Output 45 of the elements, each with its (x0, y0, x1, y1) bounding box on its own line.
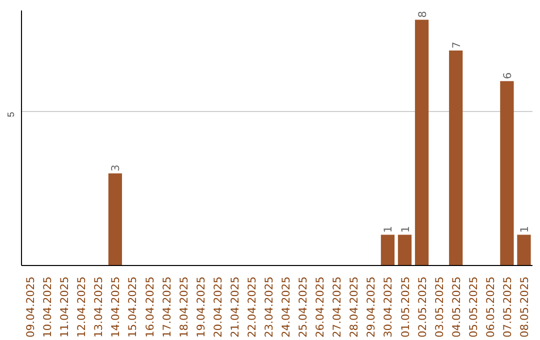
bar (414, 20, 429, 266)
data-label: 1 (398, 226, 412, 233)
x-tick-label: 13.04.2025 (92, 276, 106, 338)
x-tick-label: 16.04.2025 (143, 276, 156, 338)
x-tick-label: 12.04.2025 (75, 276, 88, 338)
x-tick-label: 27.04.2025 (330, 276, 344, 338)
x-tick-label: 26.04.2025 (314, 276, 327, 338)
bar (398, 234, 412, 266)
bar (380, 234, 395, 266)
x-tick-label: 25.04.2025 (296, 276, 310, 338)
x-tick-label: 14.04.2025 (109, 276, 122, 338)
data-label: 3 (109, 164, 122, 172)
x-tick-label: 04.05.2025 (450, 276, 463, 338)
x-tick-label: 09.04.2025 (24, 276, 38, 338)
x-tick-label: 22.04.2025 (245, 276, 258, 338)
bar (108, 173, 122, 266)
x-tick-label: 10.04.2025 (41, 276, 54, 338)
x-tick-label: 05.05.2025 (466, 276, 480, 338)
x-tick-label: 24.04.2025 (280, 276, 293, 338)
x-tick-label: 07.05.2025 (500, 276, 514, 338)
data-label: 7 (450, 42, 463, 48)
x-tick-label: 19.04.2025 (194, 276, 208, 338)
x-tick-label: 03.05.2025 (432, 276, 446, 338)
data-label: 1 (382, 226, 395, 233)
x-tick-label: 08.05.2025 (518, 276, 531, 338)
x-tick-label: 15.04.2025 (126, 276, 140, 338)
data-label: 8 (416, 10, 429, 18)
bar (449, 50, 463, 266)
x-tick-label: 02.05.2025 (416, 276, 429, 338)
x-tick-label: 17.04.2025 (160, 276, 174, 338)
bar (500, 81, 514, 266)
y-tick-label: 5 (6, 112, 16, 118)
x-tick-label: 20.04.2025 (211, 276, 224, 338)
data-label: 6 (500, 72, 514, 80)
data-label: 1 (518, 226, 531, 233)
bar (517, 234, 531, 266)
x-tick-label: 30.04.2025 (382, 276, 395, 338)
x-tick-label: 29.04.2025 (364, 276, 378, 338)
x-tick-label: 18.04.2025 (177, 276, 190, 338)
x-tick-label: 06.05.2025 (484, 276, 497, 338)
x-tick-label: 28.04.2025 (348, 276, 361, 338)
x-tick-label: 01.05.2025 (398, 276, 412, 338)
x-tick-label: 23.04.2025 (262, 276, 276, 338)
x-tick-label: 11.04.2025 (58, 276, 72, 338)
x-tick-label: 21.04.2025 (228, 276, 242, 338)
